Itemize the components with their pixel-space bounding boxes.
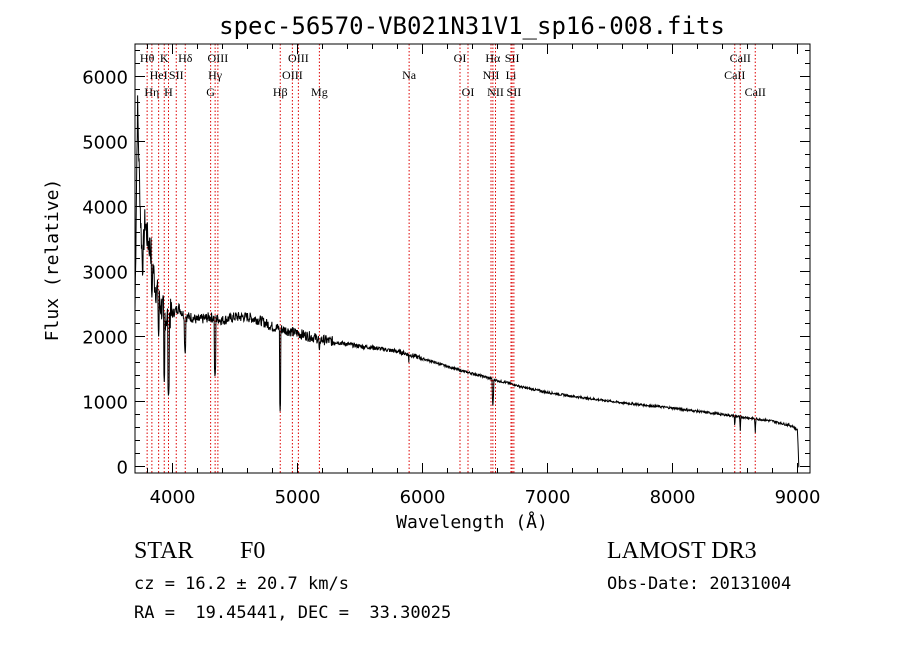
y-tick-label: 1000 [82,393,128,414]
x-axis-label: Wavelength (Å) [396,511,548,533]
line-marker-label: Li [506,68,517,82]
line-marker-label: HeI [150,68,168,82]
line-marker-label: H [164,85,173,99]
line-marker-label: Na [402,68,417,82]
line-marker-label: Hβ [273,85,288,99]
line-marker-label: CaII [745,85,766,99]
x-tick-label: 6000 [400,487,446,508]
line-marker-label: Hη [144,85,159,99]
line-marker-label: Hθ [140,51,155,65]
line-marker-label: NII [483,68,500,82]
coordinates: RA = 19.45441, DEC = 33.30025 [134,603,452,623]
x-tick-label: 8000 [650,487,696,508]
line-marker-label: OIII [282,68,303,82]
line-marker-label: CaII [730,51,751,65]
survey-label: LAMOST DR3 [607,538,757,564]
line-marker-label: G [206,85,215,99]
spectrum-line [134,95,800,468]
y-tick-label: 2000 [82,328,128,349]
line-marker-label: Hδ [178,51,193,65]
object-subclass: F0 [240,538,266,564]
line-marker-label: OI [454,51,467,65]
obs-date: Obs-Date: 20131004 [607,574,792,594]
plot-frame [134,43,811,474]
x-tick-label: 5000 [275,487,321,508]
line-marker-label: SII [507,85,522,99]
chart-title: spec-56570-VB021N31V1_sp16-008.fits [219,12,725,40]
x-tick-label: 7000 [525,487,571,508]
line-marker-label: OI [462,85,475,99]
line-marker-label: Hγ [208,68,223,82]
line-marker-label: K [160,51,169,65]
line-marker-label: OIII [208,51,229,65]
x-tick-label: 4000 [150,487,196,508]
y-tick-label: 3000 [82,263,128,284]
line-marker-label: NII [487,85,504,99]
line-marker-label: SII [169,68,184,82]
y-tick-label: 6000 [82,68,128,89]
y-tick-label: 5000 [82,133,128,154]
object-class: STAR [134,538,194,564]
line-marker-label: OIII [288,51,309,65]
line-marker-label: Hα [485,51,501,65]
y-tick-label: 0 [117,458,128,479]
line-marker-label: SII [505,51,520,65]
y-axis-label: Flux (relative) [42,179,63,342]
x-tick-label: 9000 [775,487,821,508]
line-marker-label: CaII [724,68,745,82]
redshift-readout: cz = 16.2 ± 20.7 km/s [134,574,349,594]
line-marker-label: Mg [311,85,328,99]
y-tick-label: 4000 [82,198,128,219]
